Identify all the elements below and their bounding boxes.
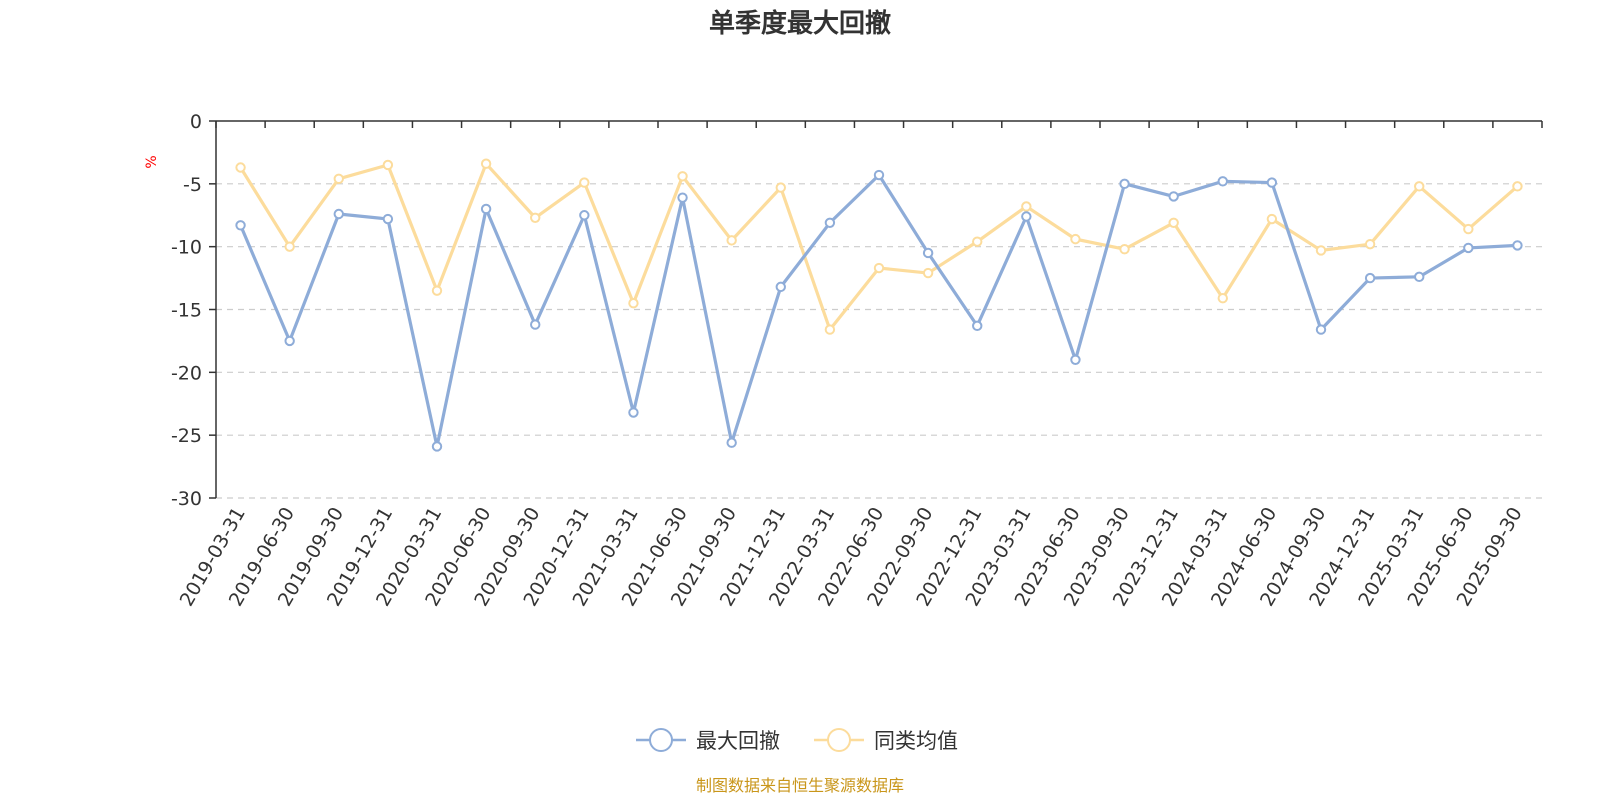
data-point: [1414, 181, 1425, 192]
data-point: [284, 241, 295, 252]
y-tick-label: -15: [171, 300, 202, 322]
data-point: [1315, 324, 1327, 335]
data-point: [1266, 177, 1278, 188]
data-point: [1070, 354, 1081, 365]
data-point: [726, 235, 737, 246]
data-point: [431, 441, 443, 452]
data-point: [1217, 292, 1228, 304]
data-point: [530, 319, 541, 330]
data-point: [824, 217, 836, 228]
data-point: [235, 220, 246, 231]
data-point: [1414, 271, 1425, 283]
legend-label: 同类均值: [874, 729, 958, 753]
data-point: [284, 335, 295, 347]
data-point: [922, 267, 934, 279]
data-point: [480, 203, 492, 215]
data-point: [333, 173, 344, 185]
data-point: [579, 210, 590, 221]
data-point: [1463, 242, 1474, 254]
data-point: [480, 158, 492, 169]
y-tick-label: -30: [171, 488, 202, 510]
legend-label: 最大回撤: [696, 729, 780, 753]
data-point: [333, 208, 344, 220]
y-tick-label: -25: [171, 425, 202, 447]
data-point: [1512, 240, 1523, 251]
data-point: [1070, 233, 1081, 245]
data-point: [972, 320, 983, 332]
data-point: [873, 262, 885, 274]
data-point: [922, 247, 934, 259]
data-point: [1463, 223, 1474, 235]
data-point: [382, 213, 394, 225]
data-point: [1119, 243, 1130, 255]
grid-lines: [216, 183, 1542, 499]
y-unit-label: %: [144, 155, 160, 168]
y-tick-label: -20: [171, 362, 202, 384]
data-point: [382, 159, 394, 171]
y-tick-label: 0: [190, 111, 202, 133]
data-source-note: 制图数据来自恒生聚源数据库: [696, 776, 904, 795]
data-point: [1021, 201, 1032, 212]
data-point: [775, 182, 786, 193]
data-point: [431, 285, 443, 296]
data-point: [726, 437, 737, 448]
data-point: [235, 162, 246, 173]
data-point: [1021, 211, 1032, 222]
data-point: [775, 281, 786, 293]
data-point: [628, 407, 639, 418]
axes: 0-5-10-15-20-25-302019-03-312019-06-3020…: [171, 111, 1543, 610]
chart-title: 单季度最大回撤: [709, 8, 891, 39]
data-point: [579, 177, 590, 188]
data-point: [1266, 213, 1278, 225]
legend: 最大回撤 同类均值: [636, 728, 958, 753]
data-point: [1217, 176, 1228, 187]
data-point: [972, 236, 983, 247]
data-point: [873, 169, 885, 181]
data-point: [1168, 191, 1179, 202]
series-lines: [235, 158, 1523, 452]
data-point: [677, 171, 688, 182]
data-point: [1364, 238, 1376, 250]
data-point: [1119, 178, 1130, 190]
y-tick-label: -10: [171, 237, 202, 259]
series-line-1: [238, 173, 1520, 449]
legend-marker-icon: [649, 728, 673, 752]
data-point: [1315, 245, 1327, 256]
data-point: [1168, 217, 1179, 228]
data-point: [1512, 181, 1523, 192]
data-point: [530, 212, 541, 223]
data-point: [1364, 272, 1376, 284]
data-point: [824, 324, 836, 335]
y-tick-label: -5: [183, 174, 202, 196]
data-point: [628, 298, 639, 309]
legend-marker-icon: [827, 728, 851, 752]
data-point: [677, 192, 688, 203]
